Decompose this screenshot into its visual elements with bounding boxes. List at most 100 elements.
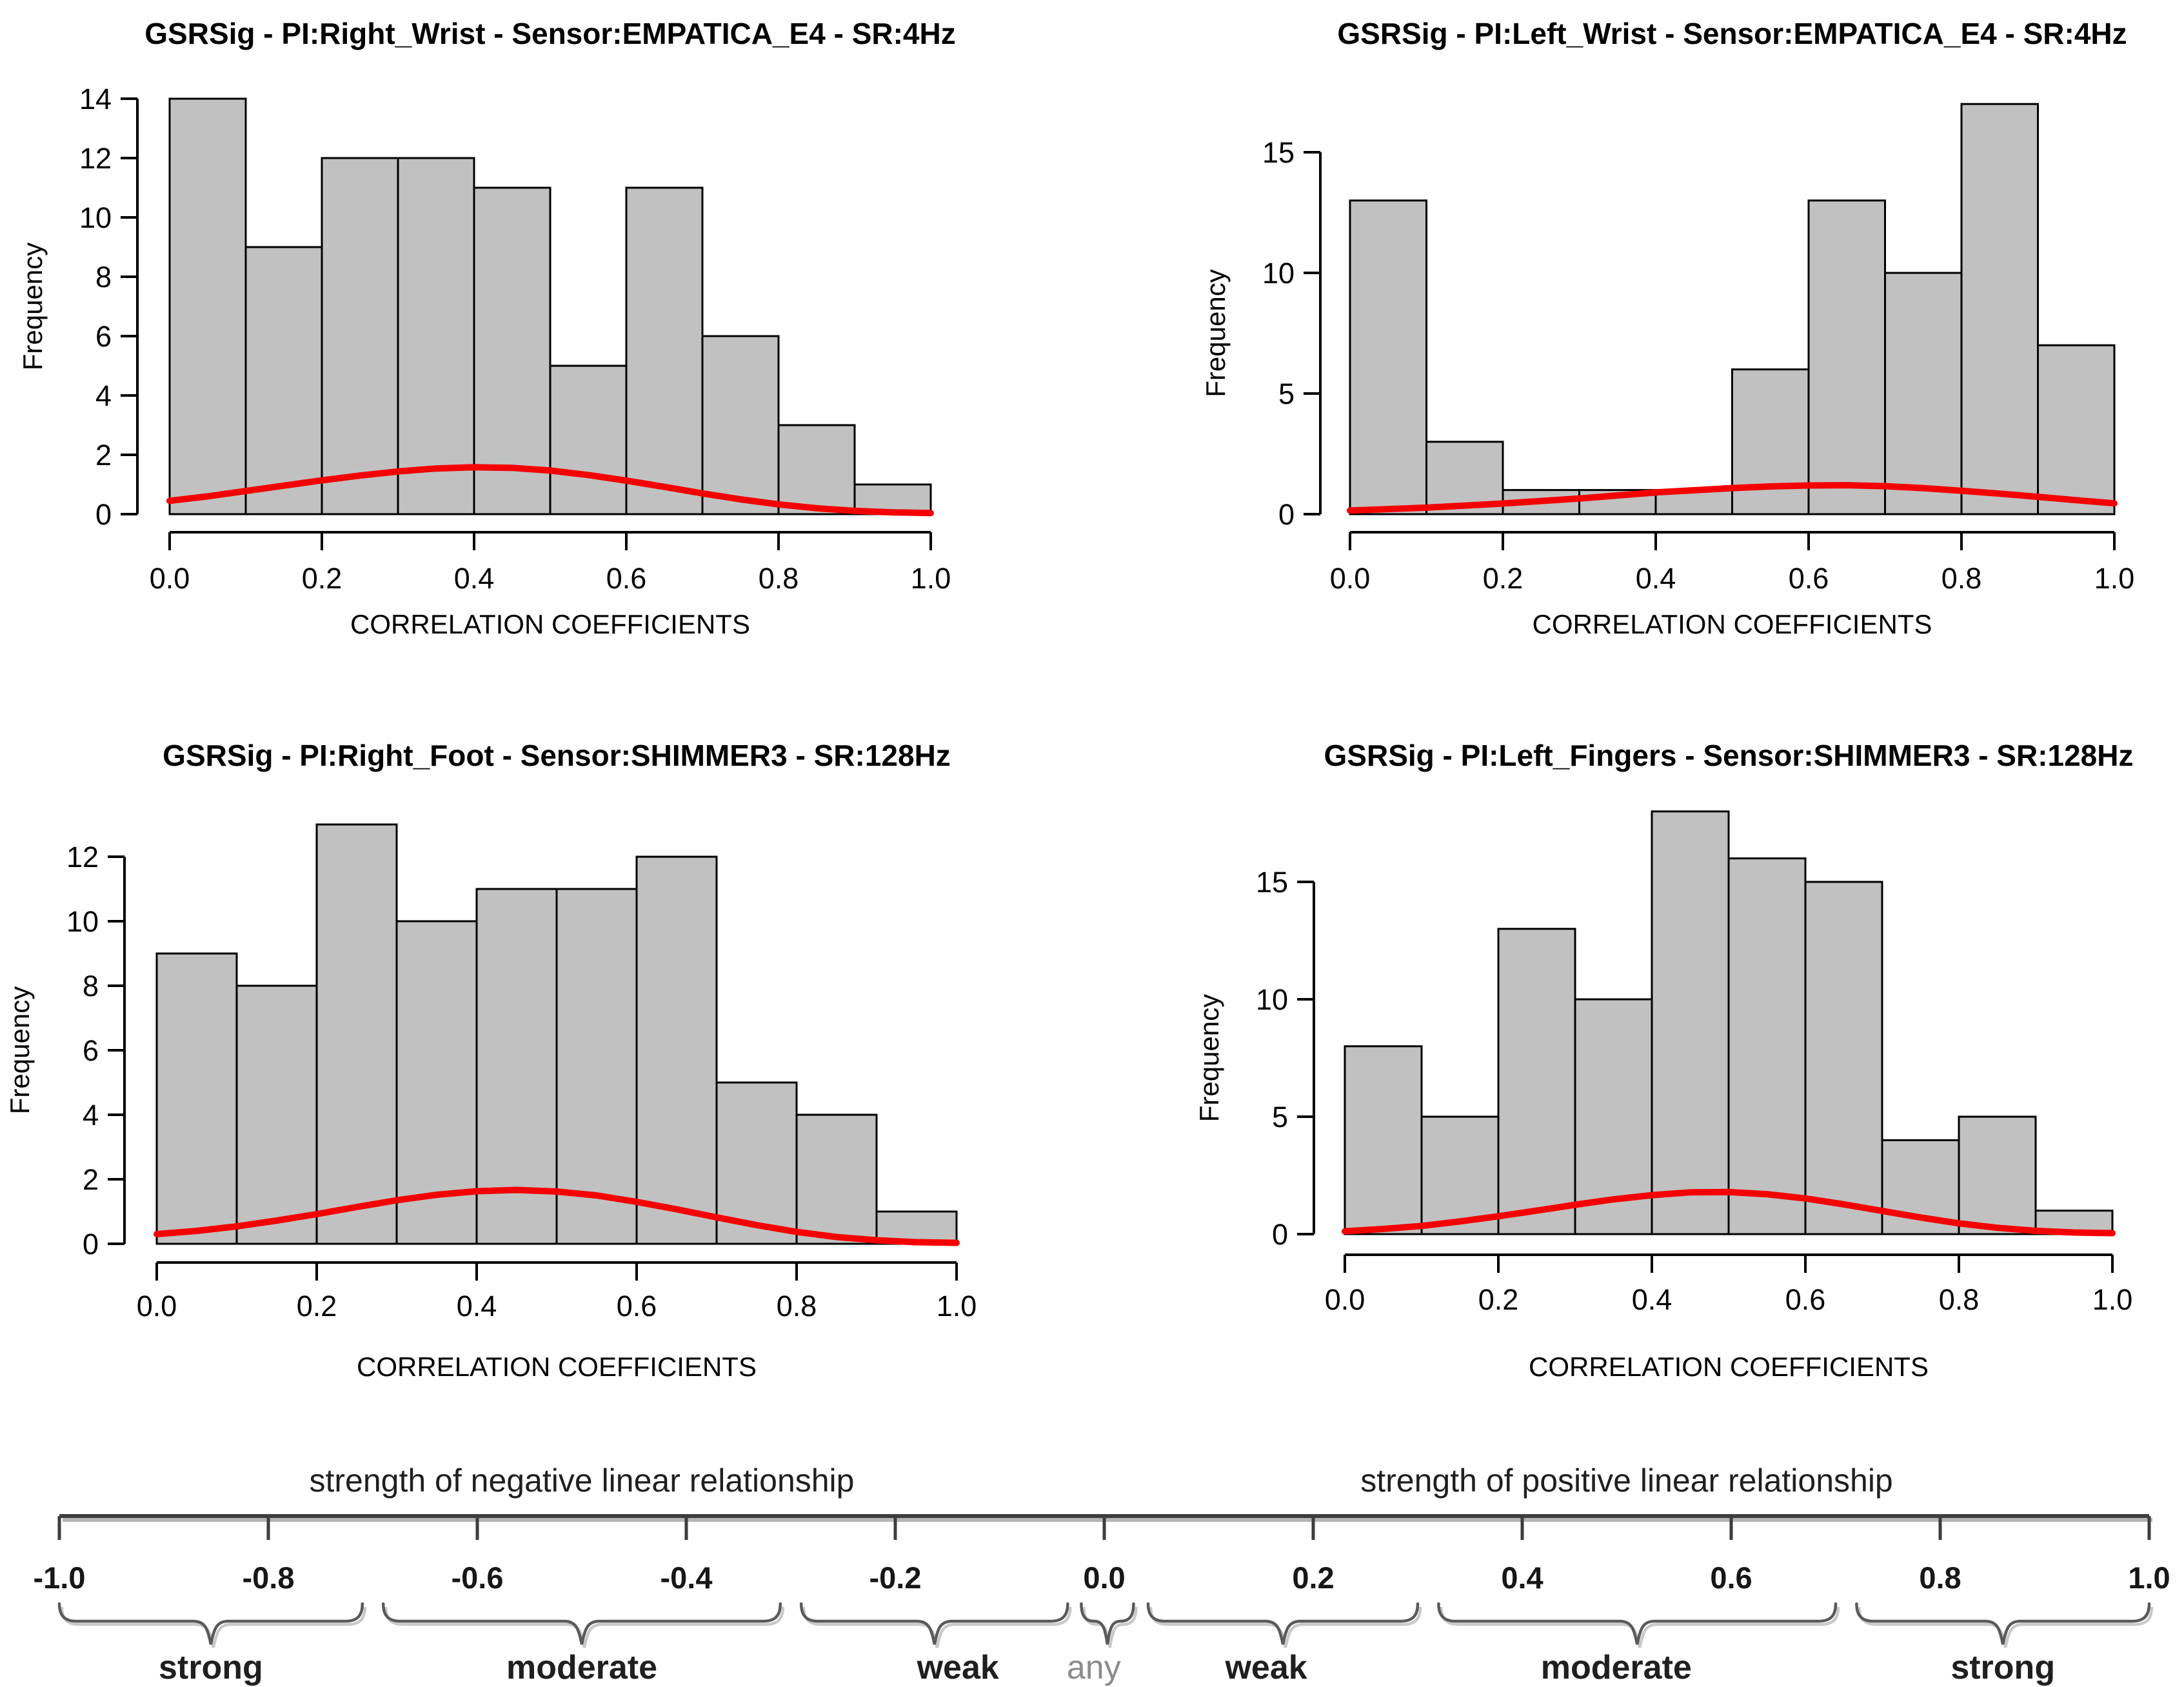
brace-shadow [1858, 1606, 2154, 1648]
histogram-bar [397, 157, 475, 515]
brace-shadow-path [1149, 1606, 1422, 1648]
y-tick-label: 4 [95, 379, 112, 412]
chart-title: GSRSig - PI:Right_Wrist - Sensor:EMPATIC… [144, 17, 955, 50]
histogram-bar [1349, 199, 1427, 515]
density-curve [166, 464, 934, 517]
y-tick-label: 2 [83, 1163, 99, 1196]
histogram-bar [777, 424, 856, 515]
histogram-bar [1807, 199, 1886, 515]
scale-tick-label: 0.8 [1919, 1561, 1961, 1595]
scale-tick-label: 0.6 [1710, 1561, 1752, 1595]
y-tick-label: 0 [1278, 498, 1295, 531]
histogram-bar [1731, 368, 1810, 515]
brace-shadow-path [1858, 1606, 2154, 1648]
y-tick-label: 14 [79, 83, 112, 115]
brace-shadow-path [60, 1606, 367, 1648]
brace-shadow [384, 1606, 785, 1648]
range-label-weak: weak [1224, 1649, 1307, 1686]
scale-tick-label: 0.4 [1501, 1561, 1543, 1595]
histogram-bar [1497, 928, 1576, 1235]
y-tick-label: 6 [83, 1034, 99, 1067]
y-tick-label: 10 [66, 905, 99, 938]
histogram-bar [2037, 344, 2116, 515]
y-tick-label: 8 [83, 970, 99, 1003]
brace-shadow-path [1082, 1606, 1138, 1648]
brace-shadow [802, 1606, 1072, 1648]
x-axis-label: CORRELATION COEFFICIENTS [1533, 609, 1932, 639]
y-axis-label: Frequency [17, 243, 48, 370]
histogram-bar [168, 97, 247, 515]
x-tick-label: 1.0 [911, 562, 951, 595]
range-label-strong: strong [1951, 1649, 2055, 1686]
histogram-bar [1884, 272, 1963, 515]
range-brace [1437, 1602, 1838, 1645]
y-tick-label: 0 [95, 498, 112, 531]
y-tick-label: 12 [79, 142, 112, 175]
x-tick-label: 0.4 [457, 1290, 497, 1323]
y-axis-label: Frequency [1194, 994, 1224, 1122]
histogram-bar [1344, 1045, 1423, 1235]
x-tick-label: 0.2 [297, 1290, 337, 1323]
scale-tick-label: -0.6 [452, 1561, 504, 1595]
x-tick-label: 0.2 [302, 562, 342, 595]
y-axis-label: Frequency [5, 986, 35, 1114]
x-tick-label: 0.8 [1939, 1283, 1980, 1316]
y-tick-label: 6 [95, 320, 112, 353]
x-tick-label: 0.6 [617, 1290, 657, 1323]
histogram-left-fingers-chart: GSRSig - PI:Left_Fingers - Sensor:SHIMME… [1194, 739, 2133, 1382]
scale-tick-label: -1.0 [34, 1561, 86, 1595]
histogram-bar [549, 364, 628, 515]
histogram-bar [321, 157, 399, 515]
histogram-bar [795, 1113, 878, 1245]
range-label-any: any [1067, 1649, 1121, 1686]
x-tick-label: 0.0 [1330, 562, 1371, 595]
y-tick-label: 8 [95, 261, 112, 294]
range-brace [1855, 1602, 2151, 1645]
y-tick-label: 10 [1256, 983, 1288, 1016]
histogram-bar [635, 855, 718, 1245]
brace-shadow-path [384, 1606, 785, 1648]
brace-shadow [1149, 1606, 1422, 1648]
scale-tick-label: -0.8 [243, 1561, 295, 1595]
brace-shadow-path [802, 1606, 1072, 1648]
x-tick-label: 0.2 [1478, 1283, 1519, 1316]
histogram-bar [555, 888, 638, 1245]
histogram-bar [315, 823, 398, 1245]
chart-title: GSRSig - PI:Left_Wrist - Sensor:EMPATICA… [1337, 17, 2127, 50]
scale-tick-label: 1.0 [2128, 1561, 2170, 1595]
correlation-strength-scale: strength of negative linear relationship… [34, 1462, 2170, 1686]
histogram-bar [155, 952, 238, 1245]
x-axis-label: CORRELATION COEFFICIENTS [1529, 1352, 1929, 1382]
range-label-weak: weak [917, 1649, 999, 1686]
negative-strength-title: strength of negative linear relationship [310, 1462, 855, 1499]
y-tick-label: 10 [1262, 257, 1295, 290]
x-tick-label: 0.0 [150, 562, 190, 595]
scale-tick-label: -0.2 [869, 1561, 922, 1595]
histogram-bar [1727, 857, 1807, 1235]
x-tick-label: 1.0 [2094, 562, 2135, 595]
histogram-bar [1960, 103, 2039, 515]
x-axis-label: CORRELATION COEFFICIENTS [357, 1352, 757, 1382]
x-tick-label: 0.6 [606, 562, 647, 595]
range-brace [381, 1602, 782, 1645]
range-brace [1080, 1602, 1135, 1645]
y-tick-label: 2 [95, 439, 112, 472]
y-axis-label: Frequency [1200, 269, 1231, 397]
x-tick-label: 0.4 [1636, 562, 1676, 595]
y-tick-label: 15 [1262, 136, 1295, 169]
brace-shadow [1082, 1606, 1138, 1648]
x-tick-label: 0.8 [777, 1290, 817, 1323]
brace-shadow [1440, 1606, 1840, 1648]
range-brace [57, 1602, 364, 1645]
range-label-moderate: moderate [1541, 1649, 1692, 1686]
y-tick-label: 5 [1272, 1101, 1288, 1133]
histogram-bar [1420, 1115, 1500, 1235]
x-tick-label: 1.0 [937, 1290, 977, 1323]
chart-title: GSRSig - PI:Right_Foot - Sensor:SHIMMER3… [163, 739, 951, 772]
scale-tick-label: 0.2 [1292, 1561, 1334, 1595]
x-tick-label: 0.4 [454, 562, 495, 595]
x-tick-label: 0.6 [1789, 562, 1829, 595]
histogram-bar [1651, 810, 1730, 1235]
x-tick-label: 0.0 [137, 1290, 177, 1323]
